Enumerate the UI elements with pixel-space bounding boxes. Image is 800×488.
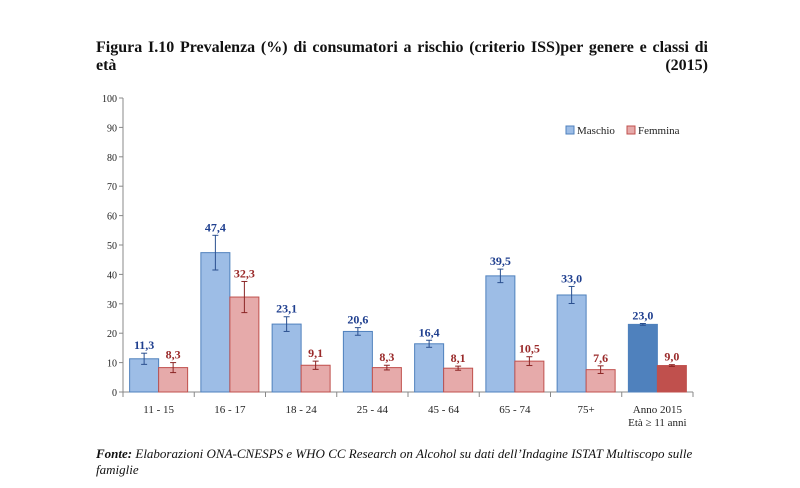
x-tick-label: 25 - 44	[357, 404, 389, 416]
x-tick-label: 11 - 15	[143, 404, 174, 416]
chart-title-line1: Figura I.10 Prevalenza (%) di consumator…	[96, 39, 708, 56]
y-tick-label: 30	[107, 300, 117, 311]
y-tick-label: 0	[112, 388, 117, 399]
legend-maschio-label: Maschio	[577, 125, 615, 137]
data-label: 8,3	[166, 348, 181, 362]
bar-femmina	[371, 367, 402, 393]
y-tick-label: 50	[107, 241, 117, 252]
y-tick-label: 40	[107, 270, 117, 281]
y-tick-label: 60	[107, 212, 117, 223]
y-tick-label: 20	[107, 329, 117, 340]
data-label: 8,1	[451, 351, 466, 365]
data-label: 39,5	[490, 254, 511, 268]
bar-femmina	[443, 367, 474, 393]
bar-maschio	[342, 330, 373, 393]
x-tick-label: 75+	[578, 404, 595, 416]
y-tick-label: 70	[107, 182, 117, 193]
bar-maschio	[556, 294, 587, 393]
bar-maschio	[627, 323, 658, 393]
bar-maschio	[414, 343, 445, 393]
chart-title-year: (2015)	[665, 57, 708, 74]
bars: 11,3 47,4 23,1 20,6 16,4 39,5 33,0 23,0 8,3 32,3 9…	[129, 220, 687, 393]
bar-maschio	[271, 323, 302, 393]
source-note: Fonte: Elaborazioni ONA-CNESPS e WHO CC …	[96, 446, 716, 478]
y-tick-label: 10	[107, 359, 117, 370]
y-tick-label: 80	[107, 153, 117, 164]
y-axis: 0 10 20 30 40 50 60 70 80 90 100	[102, 94, 124, 399]
legend: Maschio Femmina	[565, 125, 680, 137]
data-label: 47,4	[205, 220, 226, 234]
data-label: 16,4	[419, 325, 440, 339]
data-label: 9,0	[664, 350, 679, 364]
data-label: 8,3	[379, 350, 394, 364]
legend-femmina-swatch	[626, 125, 636, 135]
source-label: Fonte:	[96, 446, 133, 461]
legend-maschio-swatch	[565, 125, 575, 135]
x-tick-label: 18 - 24	[286, 404, 318, 416]
x-axis: 11 - 15 16 - 17 18 - 24 25 - 44 45 - 64 65 - …	[122, 391, 694, 429]
bar-maschio	[200, 252, 231, 393]
source-text: Elaborazioni ONA-CNESPS e WHO CC Researc…	[96, 446, 693, 477]
x-tick-label: 45 - 64	[428, 404, 460, 416]
bar-maschio	[485, 275, 516, 393]
chart-title-line2: età (2015)	[96, 57, 708, 75]
bar-femmina	[656, 365, 687, 393]
bar-femmina	[514, 360, 545, 393]
data-label: 32,3	[234, 266, 255, 280]
chart-title: Figura I.10 Prevalenza (%) di consumator…	[96, 39, 708, 75]
y-tick-label: 90	[107, 123, 117, 134]
data-label: 20,6	[347, 313, 368, 327]
x-tick-label: 16 - 17	[214, 404, 246, 416]
legend-femmina-label: Femmina	[638, 125, 680, 137]
data-label: 7,6	[593, 351, 608, 365]
y-tick-label: 100	[102, 94, 117, 105]
data-label: 9,1	[308, 346, 323, 360]
x-tick-label: 65 - 74	[499, 404, 531, 416]
chart-title-line2-left: età	[96, 57, 117, 74]
data-label: 10,5	[519, 342, 540, 356]
data-label: 23,1	[276, 302, 297, 316]
x-tick-label: Età ≥ 11 anni	[628, 417, 686, 429]
data-label: 23,0	[632, 308, 653, 322]
data-label: 33,0	[561, 271, 582, 285]
x-tick-label: Anno 2015	[633, 404, 683, 416]
data-label: 11,3	[134, 338, 154, 352]
